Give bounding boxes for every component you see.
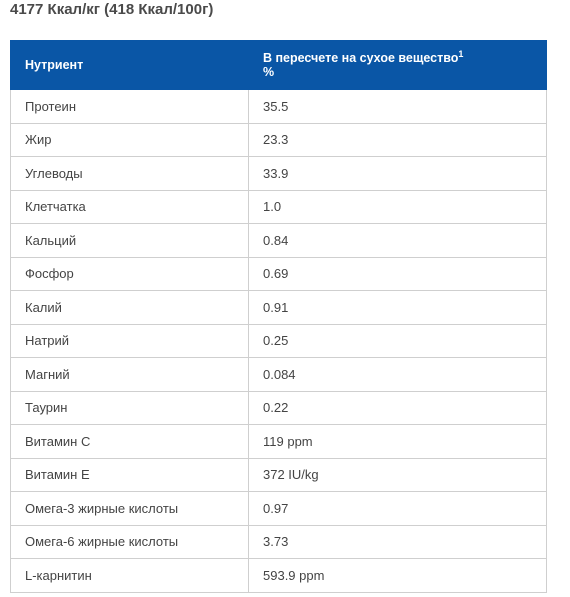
nutrient-name: Натрий [10,323,249,358]
nutrient-name: Омега-6 жирные кислоты [10,524,249,559]
nutrient-value: 0.97 [248,491,547,526]
column-header-text: В пересчете на сухое вещество [263,51,459,65]
nutrient-name: Витамин E [10,457,249,492]
nutrient-value: 0.25 [248,323,547,358]
nutrient-value: 0.084 [248,357,547,392]
nutrient-value: 35.5 [248,89,547,124]
nutrient-name: Клетчатка [10,189,249,224]
table-row: Углеводы 33.9 [10,156,547,191]
table-row: Протеин 35.5 [10,89,547,124]
nutrient-name: Витамин C [10,424,249,459]
table-row: Омега-6 жирные кислоты 3.73 [10,524,547,559]
nutrient-value: 119 ppm [248,424,547,459]
nutrient-name: Фосфор [10,256,249,291]
nutrient-value: 23.3 [248,122,547,157]
nutrient-name: Магний [10,357,249,392]
table-row: Таурин 0.22 [10,390,547,425]
column-header: В пересчете на сухое вещество1% [248,40,547,90]
table-row: L-карнитин 593.9 ppm [10,558,547,593]
footnote-mark: 1 [458,49,464,59]
table-row: Омега-3 жирные кислоты 0.97 [10,491,547,526]
calorie-title: 4177 Ккал/кг (418 Ккал/100г) [10,1,214,18]
nutrient-name: Углеводы [10,156,249,191]
table-row: Витамин C 119 ppm [10,424,547,459]
column-unit: % [263,65,275,79]
table-head: Нутриент В пересчете на сухое вещество1% [10,40,547,90]
nutrient-name: Кальций [10,223,249,258]
nutrient-value: 3.73 [248,524,547,559]
header-row: Нутриент В пересчете на сухое вещество1% [10,40,547,90]
column-header: Нутриент [10,40,249,90]
nutrient-value: 0.91 [248,290,547,325]
nutrient-table: Нутриент В пересчете на сухое вещество1%… [10,40,547,593]
nutrient-value: 1.0 [248,189,547,224]
nutrient-name: Жир [10,122,249,157]
table-body: Протеин 35.5 Жир 23.3 Углеводы 33.9 Клетчатка 1… [10,89,547,593]
nutrient-name: Таурин [10,390,249,425]
nutrient-value: 372 IU/kg [248,457,547,492]
table-row: Натрий 0.25 [10,323,547,358]
table-row: Калий 0.91 [10,290,547,325]
table-row: Фосфор 0.69 [10,256,547,291]
nutrient-name: Калий [10,290,249,325]
nutrient-value: 0.22 [248,390,547,425]
nutrient-value: 0.84 [248,223,547,258]
table-row: Клетчатка 1.0 [10,189,547,224]
nutrient-value: 0.69 [248,256,547,291]
nutrient-name: Омега-3 жирные кислоты [10,491,249,526]
table-row: Магний 0.084 [10,357,547,392]
table-row: Витамин E 372 IU/kg [10,457,547,492]
table-row: Жир 23.3 [10,122,547,157]
nutrient-name: Протеин [10,89,249,124]
nutrient-value: 593.9 ppm [248,558,547,593]
table-row: Кальций 0.84 [10,223,547,258]
nutrient-value: 33.9 [248,156,547,191]
nutrient-name: L-карнитин [10,558,249,593]
